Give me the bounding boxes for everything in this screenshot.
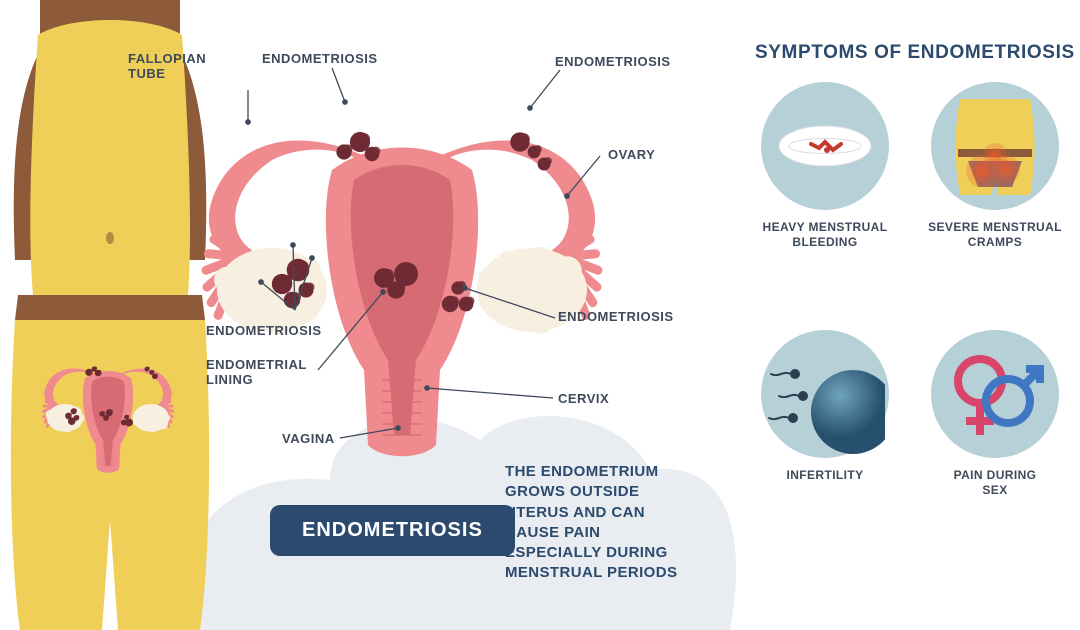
- label-endo_top_r: ENDOMETRIOSIS: [555, 55, 671, 70]
- infographic-canvas: FALLOPIAN TUBE ENDOMETRIOSIS ENDOMETRIOSIS…: [0, 0, 1080, 630]
- symptoms-title: SYMPTOMS OF ENDOMETRIOSIS: [755, 42, 1075, 64]
- label-endo_top_l: ENDOMETRIOSIS: [262, 52, 378, 67]
- label-fallopian: FALLOPIAN TUBE: [128, 52, 206, 82]
- symptom-icon-bleeding: [761, 82, 889, 210]
- label-endo_mid_r: ENDOMETRIOSIS: [558, 310, 674, 325]
- description-text: THE ENDOMETRIUM GROWS OUTSIDE UTERUS AND…: [505, 462, 677, 584]
- symptom-icon-cramps: [931, 82, 1059, 210]
- symptom-label-cramps: SEVERE MENSTRUAL CRAMPS: [920, 220, 1070, 250]
- symptom-label-infertility: INFERTILITY: [750, 468, 900, 483]
- label-ovary: OVARY: [608, 148, 655, 163]
- symptom-bleeding: HEAVY MENSTRUAL BLEEDING: [750, 82, 900, 250]
- title-text: ENDOMETRIOSIS: [302, 519, 483, 541]
- title-pill: ENDOMETRIOSIS: [270, 505, 515, 556]
- symptom-painsex: PAIN DURING SEX: [920, 330, 1070, 498]
- symptom-infertility: INFERTILITY: [750, 330, 900, 483]
- symptom-icon-painsex: [931, 330, 1059, 458]
- symptom-icon-infertility: [761, 330, 889, 458]
- label-endo_low_l: ENDOMETRIOSIS: [206, 324, 322, 339]
- label-endo_lining: ENDOMETRIAL LINING: [206, 358, 307, 388]
- symptom-cramps: SEVERE MENSTRUAL CRAMPS: [920, 82, 1070, 250]
- label-cervix: CERVIX: [558, 392, 609, 407]
- symptom-label-bleeding: HEAVY MENSTRUAL BLEEDING: [750, 220, 900, 250]
- symptom-label-painsex: PAIN DURING SEX: [920, 468, 1070, 498]
- label-vagina: VAGINA: [282, 432, 335, 447]
